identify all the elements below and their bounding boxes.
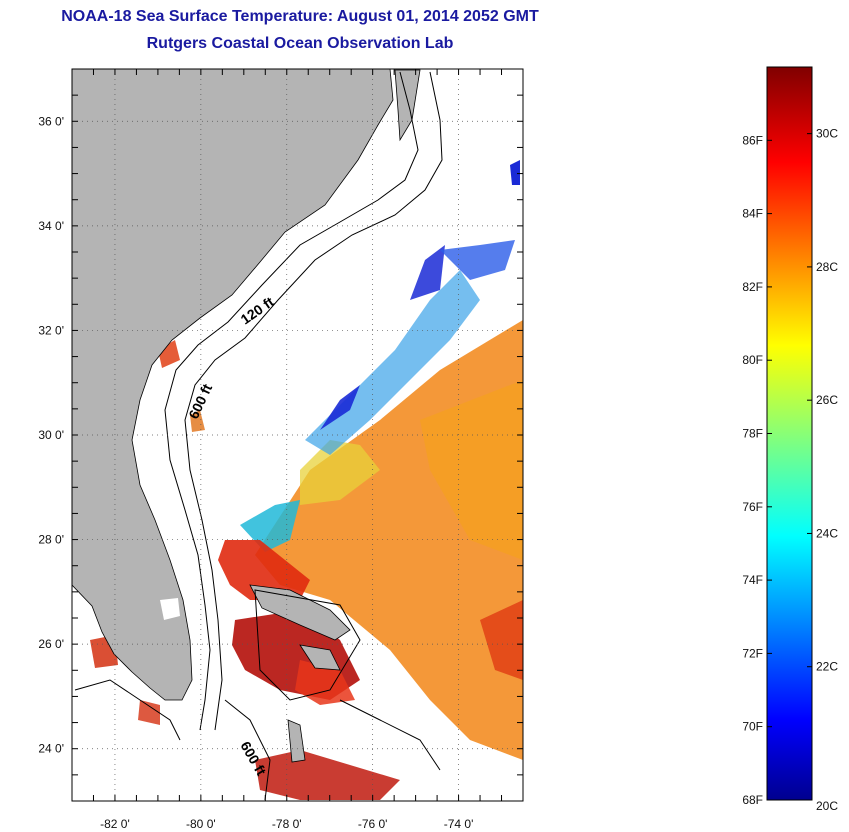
colorbar-label-c: 26C	[816, 393, 838, 407]
colorbar-label-f: 68F	[742, 793, 763, 807]
graticule	[72, 69, 523, 801]
colorbar-label-c: 30C	[816, 127, 838, 141]
lon-tick-label: -78 0'	[272, 817, 302, 831]
colorbar-label-f: 72F	[742, 646, 763, 660]
colorbar	[766, 66, 813, 801]
colorbar-label-f: 76F	[742, 500, 763, 514]
colorbar-label-f: 82F	[742, 280, 763, 294]
map-subtitle: Rutgers Coastal Ocean Observation Lab	[146, 35, 454, 52]
lat-tick-label: 32 0'	[38, 323, 64, 337]
colorbar-labels: 68F 70F 72F 74F 76F 78F 80F 82F 84F 86F 20C 22C 24C 2…	[742, 127, 838, 813]
colorbar-label-f: 80F	[742, 353, 763, 367]
lat-tick-label: 26 0'	[38, 637, 64, 651]
lat-tick-label: 34 0'	[38, 219, 64, 233]
colorbar-label-f: 84F	[742, 207, 763, 221]
lon-tick-label: -74 0'	[444, 817, 474, 831]
map-area	[72, 69, 523, 801]
lake-okeechobee	[160, 598, 180, 620]
colorbar-label-f: 86F	[742, 133, 763, 147]
colorbar-label-f: 74F	[742, 573, 763, 587]
colorbar-label-f: 78F	[742, 427, 763, 441]
colorbar-label-c: 24C	[816, 526, 838, 540]
lat-tick-label: 28 0'	[38, 533, 64, 547]
colorbar-label-f: 70F	[742, 720, 763, 734]
lat-tick-label: 36 0'	[38, 114, 64, 128]
lon-tick-label: -80 0'	[186, 817, 216, 831]
bathymetry-contours	[74, 71, 443, 801]
lat-tick-label: 30 0'	[38, 428, 64, 442]
axis-ticks: -82 0' -80 0' -78 0' -76 0' -74 0' 24 0' 26 0'…	[38, 68, 524, 831]
lon-tick-label: -82 0'	[100, 817, 130, 831]
colorbar-label-c: 28C	[816, 260, 838, 274]
colorbar-label-c: 20C	[816, 799, 838, 813]
colorbar-label-c: 22C	[816, 660, 838, 674]
lat-tick-label: 24 0'	[38, 742, 64, 756]
map-title: NOAA-18 Sea Surface Temperature: August …	[61, 8, 539, 25]
lon-tick-label: -76 0'	[358, 817, 388, 831]
land-mass	[72, 69, 421, 763]
